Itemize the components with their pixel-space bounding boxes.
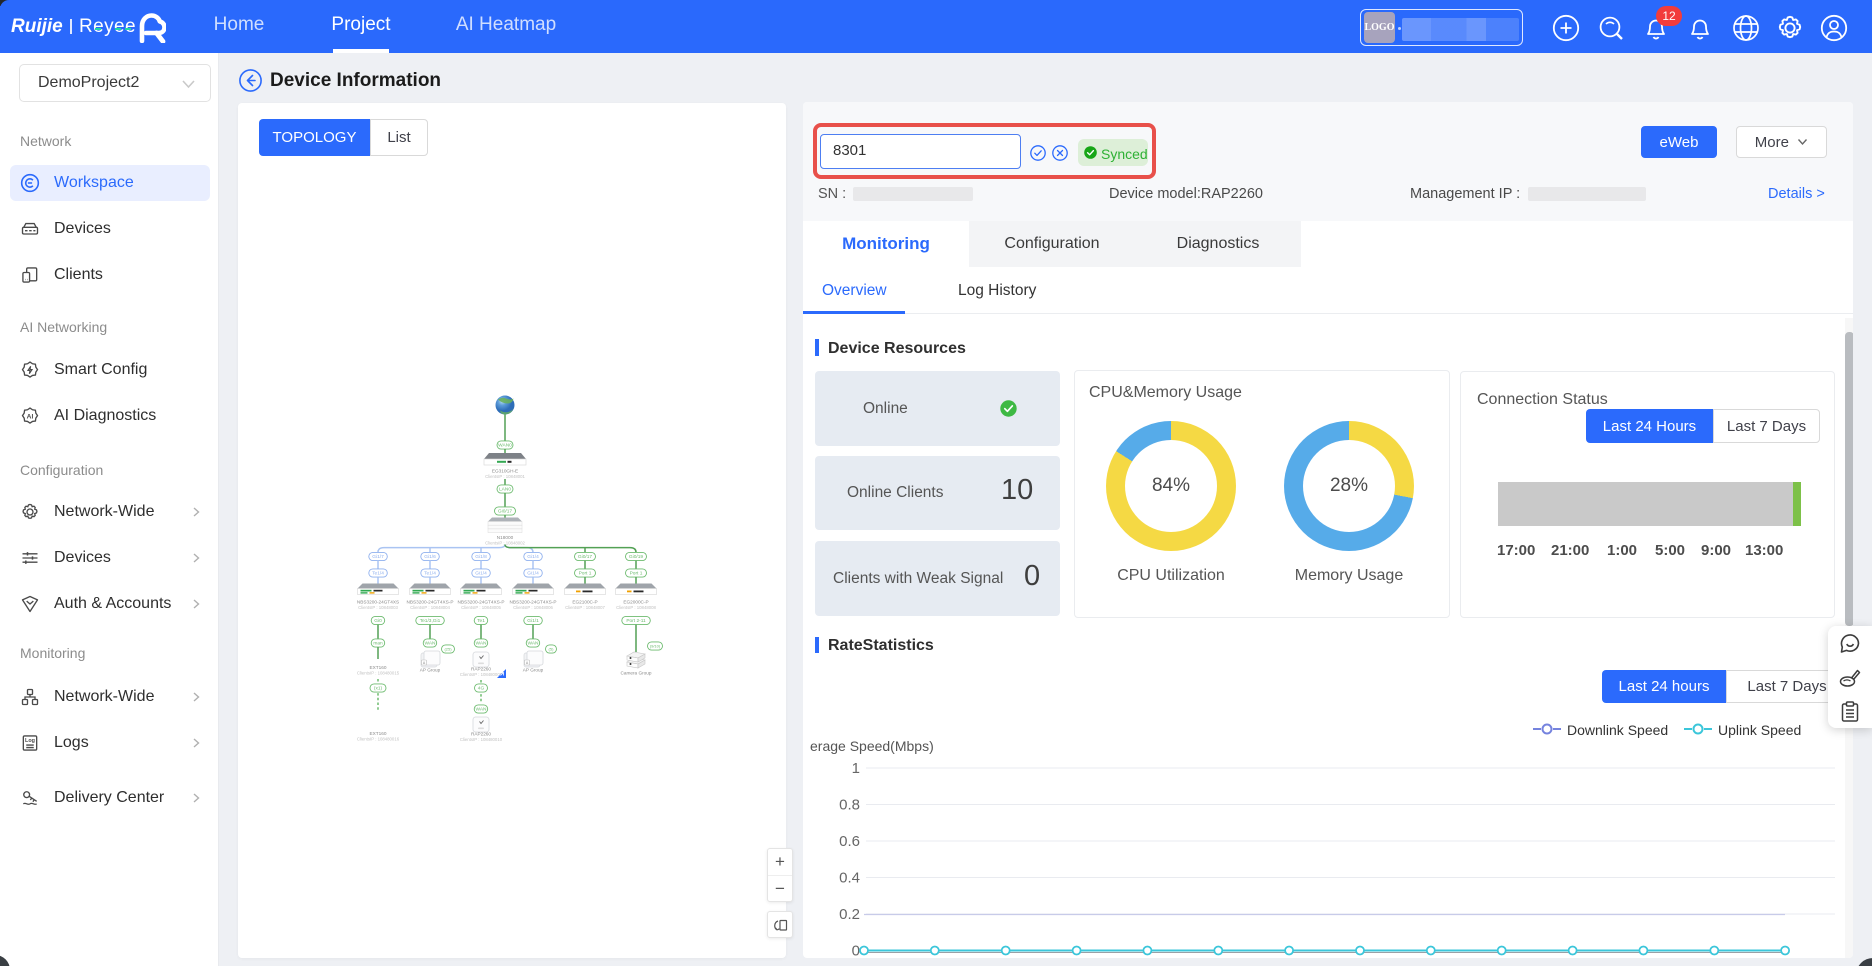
svg-text:Gi0: Gi0 [374,618,382,624]
svg-text:ClientsIP : 10848008: ClientsIP : 10848008 [616,605,656,610]
svg-text:ClientsIP : 10848007: ClientsIP : 10848007 [565,605,605,610]
svg-text:ClientsIP : 108480009: ClientsIP : 108480009 [460,672,503,677]
svg-text:Gi1/4: Gi1/4 [527,571,539,577]
svg-text:(25): (25) [444,647,452,652]
svg-text:ClientsIP : 10848001: ClientsIP : 10848001 [485,474,525,479]
svg-text:AP Group: AP Group [420,668,441,673]
svg-text:NBS3200-24GT4XS-P: NBS3200-24GT4XS-P [510,600,557,605]
svg-text:4G: 4G [478,686,485,692]
svg-text:WAN: WAN [475,641,487,647]
svg-text:0.8: 0.8 [839,797,860,814]
svg-text:0.2: 0.2 [839,906,860,923]
svg-text:ClientsIP : 10848003: ClientsIP : 10848003 [358,605,398,610]
svg-text:Gi0/17: Gi0/17 [578,554,592,560]
svg-text:Te1/4: Te1/4 [372,571,384,577]
svg-text:(9/10): (9/10) [650,644,661,649]
svg-text:AI: AI [27,414,34,421]
svg-text:A: A [423,661,426,665]
svg-text:Te1/4: Te1/4 [424,571,436,577]
svg-text:NBS3200-24GT4XS-P: NBS3200-24GT4XS-P [407,600,454,605]
svg-text:Gi0/17: Gi0/17 [498,509,512,515]
svg-text:EXT160: EXT160 [370,665,387,670]
svg-text:WAN0: WAN0 [498,443,512,449]
svg-text:LAN0: LAN0 [499,487,511,493]
svg-text:ClientsIP : 10848002: ClientsIP : 10848002 [485,540,525,545]
svg-text:Gi1/8: Gi1/8 [475,554,487,560]
svg-text:EG2000C-P: EG2000C-P [623,600,648,605]
svg-text:A: A [526,661,529,665]
svg-text:RAP2260: RAP2260 [471,667,491,672]
svg-text:Gi1/7: Gi1/7 [372,554,384,560]
svg-text:N18000: N18000 [497,535,514,540]
svg-text:Port 2-11: Port 2-11 [626,618,646,624]
svg-text:(5): (5) [549,647,555,652]
svg-text:0.6: 0.6 [839,833,860,850]
svg-text:Gi1/6: Gi1/6 [424,554,436,560]
svg-text:ClientsIP : 108480016: ClientsIP : 108480016 [357,736,400,741]
svg-text:WAN: WAN [424,641,436,647]
svg-text:Port 1: Port 1 [579,571,592,577]
svg-text:EG2100C-P: EG2100C-P [572,600,597,605]
svg-text:man: man [373,642,383,647]
svg-text:Port 1: Port 1 [630,571,643,577]
svg-text:Gi1/4: Gi1/4 [527,554,539,560]
svg-text:0: 0 [852,943,860,959]
svg-text:Log: Log [25,738,35,744]
svg-text:Gi0/19: Gi0/19 [629,554,643,560]
svg-text:Camera Group: Camera Group [620,671,651,676]
svg-text:ClientsIP : 10848006: ClientsIP : 10848006 [513,605,553,610]
svg-text:Gi1/1: Gi1/1 [527,618,539,624]
svg-text:(x1): (x1) [374,686,383,692]
svg-text:Te1: Te1 [477,618,485,624]
svg-text:WAN: WAN [527,641,539,647]
svg-text:Te1/3,Gi1: Te1/3,Gi1 [420,618,441,624]
svg-text:WAN: WAN [475,707,487,713]
svg-text:ClientsIP : 10848005: ClientsIP : 10848005 [461,605,501,610]
svg-text:1: 1 [852,760,860,777]
svg-text:NBS3200-24GT4XS: NBS3200-24GT4XS [357,600,399,605]
svg-text:0.4: 0.4 [839,870,860,887]
svg-text:EG310GH-E: EG310GH-E [492,469,518,474]
svg-text:ClientsIP : 10848004: ClientsIP : 10848004 [410,605,450,610]
svg-text:EXT160: EXT160 [370,731,387,736]
svg-text:ClientsIP : 108480015: ClientsIP : 108480015 [357,670,400,675]
svg-text:AP Group: AP Group [523,668,544,673]
svg-text:Gi1/4: Gi1/4 [475,571,487,577]
svg-text:NBS3200-24GT4XS-P: NBS3200-24GT4XS-P [458,600,505,605]
svg-text:RAP2260: RAP2260 [471,732,491,737]
svg-text:ClientsIP : 108480010: ClientsIP : 108480010 [460,737,503,742]
